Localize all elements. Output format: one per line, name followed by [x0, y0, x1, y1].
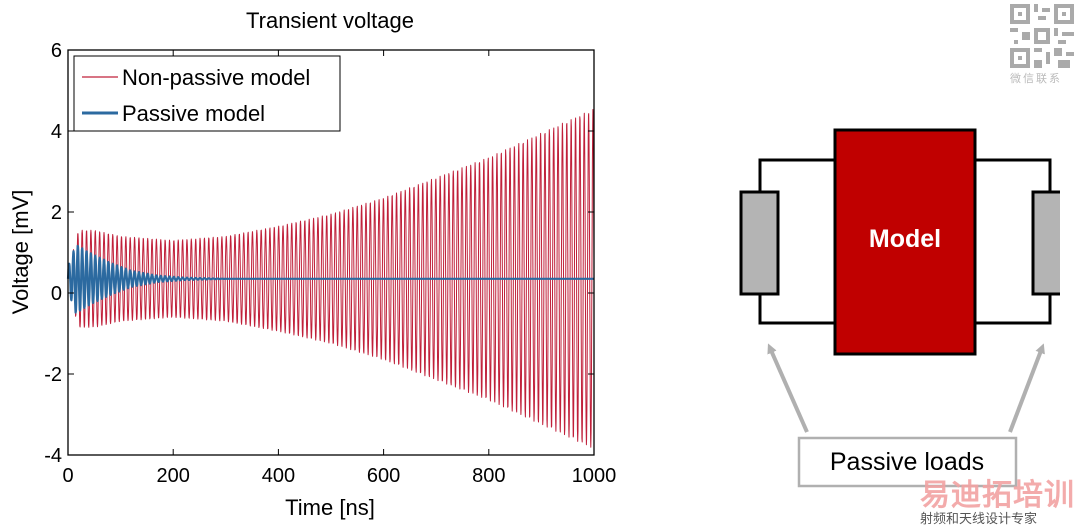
passive-loads-label-box: [797, 436, 1018, 488]
y-tick-label: -2: [44, 364, 62, 386]
y-axis-label: Voltage [mV]: [8, 190, 33, 315]
y-tick-label: 4: [51, 121, 62, 143]
legend-label-passive: Passive model: [122, 101, 265, 126]
y-tick-label: 0: [51, 283, 62, 305]
x-tick-label: 0: [62, 465, 73, 487]
legend-label-non-passive: Non-passive model: [122, 65, 310, 90]
left-passive-load: [739, 190, 780, 296]
legend: Non-passive model Passive model: [73, 55, 341, 132]
passive-loads-diagram: Model Passive loads: [739, 128, 1060, 488]
plot-area: [66, 49, 595, 456]
qr-code-icon: [1010, 4, 1074, 68]
passive-loads-label: Passive loads: [830, 448, 984, 476]
qr-caption: 微信联系: [1010, 72, 1062, 85]
x-tick-label: 400: [262, 465, 295, 487]
y-tick-label: 2: [51, 202, 62, 224]
model-block: [833, 128, 977, 356]
brand-watermark: 易迪拓培训: [920, 478, 1075, 513]
chart-title: Transient voltage: [246, 8, 414, 33]
right-arrow: [1008, 343, 1045, 433]
x-tick-label: 800: [472, 465, 505, 487]
axis-layer: 0 200 400 600 800 1000 -4 -2 0 2 4 6: [44, 40, 616, 487]
left-arrow: [767, 343, 809, 433]
series-line-passive: [66, 244, 595, 314]
series-line-non-passive: [67, 109, 595, 448]
y-tick-label: 6: [51, 40, 62, 62]
x-tick-label: 200: [157, 465, 190, 487]
x-tick-label: 1000: [572, 465, 617, 487]
y-tick-label: -4: [44, 445, 62, 467]
model-label: Model: [869, 225, 941, 253]
x-axis-label: Time [ns]: [285, 495, 375, 520]
transient-voltage-chart: Transient voltage 0 200 400 600 800 1000-4-20…: [8, 8, 616, 520]
right-passive-load: [1031, 190, 1060, 296]
series-layer: [66, 109, 595, 448]
brand-subtitle: 射频和天线设计专家: [920, 512, 1038, 527]
legend-box: [73, 55, 341, 132]
x-tick-label: 600: [367, 465, 400, 487]
plot-frame: [67, 49, 595, 456]
